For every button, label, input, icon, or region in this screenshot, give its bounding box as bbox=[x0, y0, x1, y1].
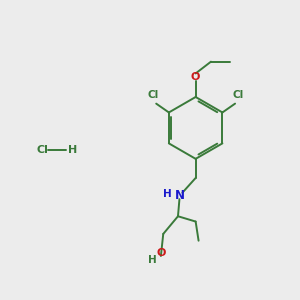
Text: O: O bbox=[156, 248, 166, 258]
Text: H: H bbox=[163, 189, 172, 199]
Text: H: H bbox=[68, 145, 77, 155]
Text: Cl: Cl bbox=[37, 145, 49, 155]
Text: N: N bbox=[174, 189, 184, 202]
Text: Cl: Cl bbox=[148, 89, 159, 100]
Text: O: O bbox=[191, 72, 200, 82]
Text: H: H bbox=[148, 255, 156, 266]
Text: Cl: Cl bbox=[232, 89, 244, 100]
